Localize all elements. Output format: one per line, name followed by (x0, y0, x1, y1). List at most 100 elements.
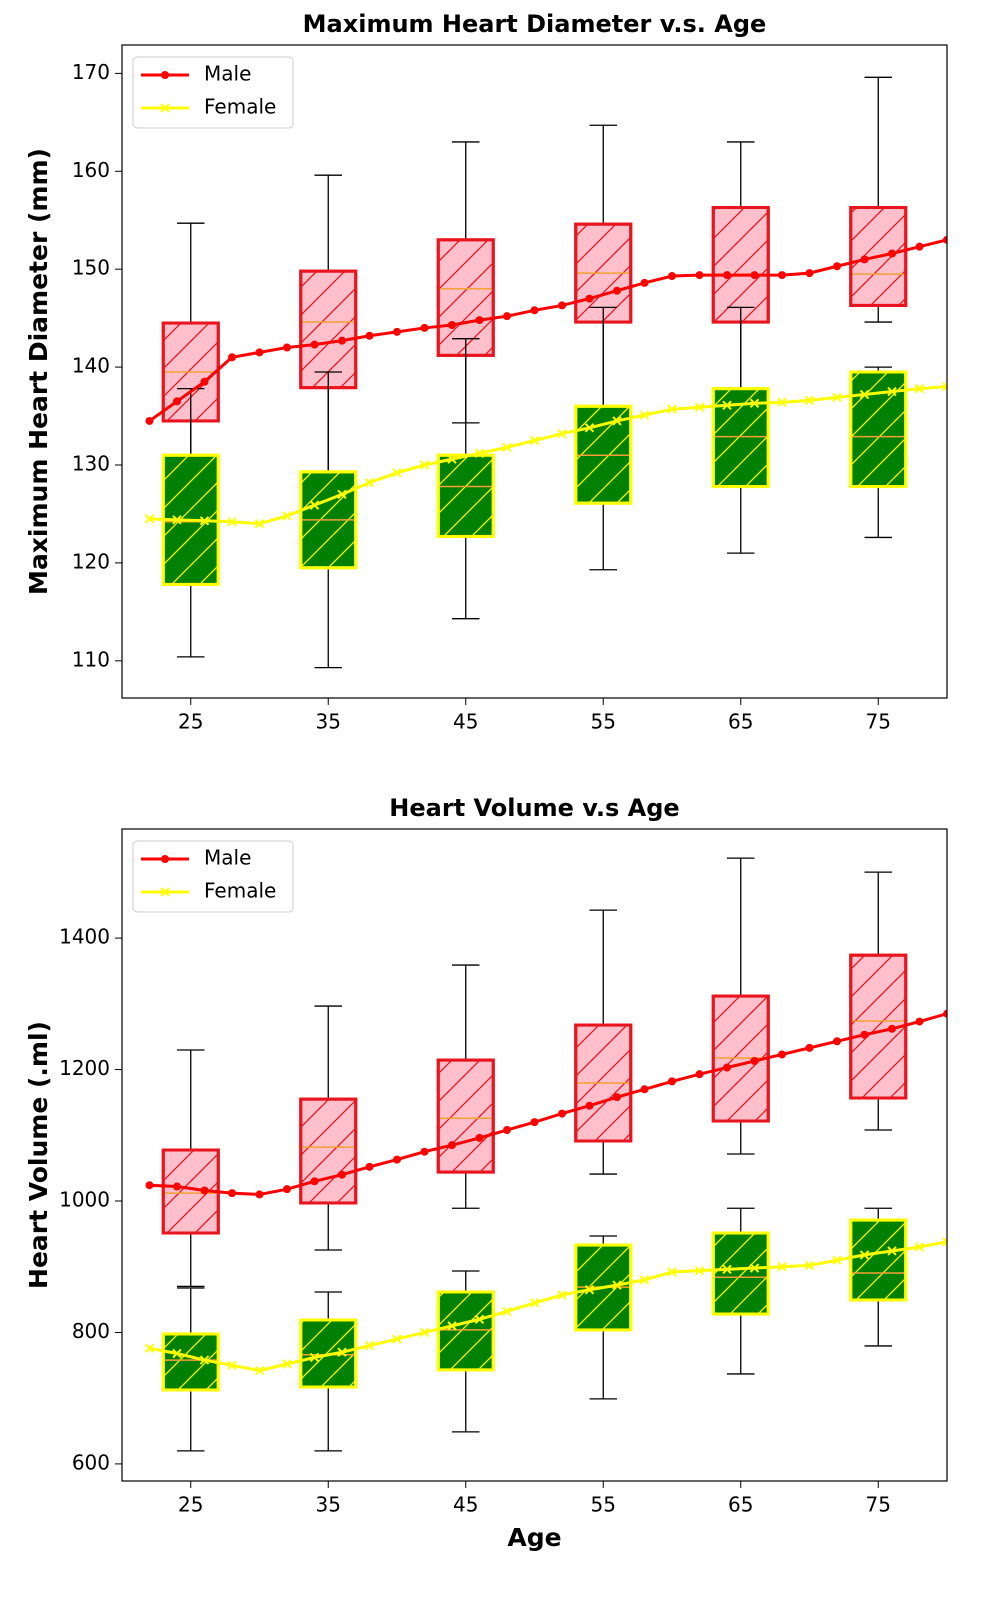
point (530, 306, 539, 315)
point (475, 316, 484, 325)
point (612, 416, 622, 426)
series-line (149, 1012, 947, 1196)
point (887, 1246, 897, 1256)
point (694, 1265, 705, 1276)
point (199, 1355, 210, 1365)
x-tick-label: 35 (316, 710, 341, 734)
point (722, 1264, 732, 1275)
point (612, 1280, 622, 1290)
box (849, 1218, 908, 1302)
point (200, 1186, 209, 1195)
point (888, 249, 896, 258)
point (667, 404, 677, 414)
point (778, 271, 786, 280)
axes-frame (121, 828, 948, 1482)
point (558, 1109, 566, 1118)
x-tick-label: 65 (728, 710, 753, 734)
point (915, 242, 924, 251)
point (392, 468, 402, 478)
point (144, 514, 155, 524)
y-tick-label: 120 (72, 549, 110, 573)
point (750, 1057, 759, 1066)
y-tick-label: 130 (72, 451, 110, 475)
box-outline (849, 1218, 908, 1302)
point (914, 383, 925, 394)
point (503, 312, 511, 321)
point (530, 1118, 539, 1127)
point (860, 255, 869, 264)
point (282, 511, 292, 521)
point (749, 1263, 760, 1273)
x-tick-label: 25 (178, 710, 203, 734)
point (915, 1017, 924, 1026)
point (365, 1162, 374, 1171)
point (503, 1126, 511, 1135)
y-tick-label: 110 (72, 647, 110, 671)
legend-label: Female (204, 879, 276, 903)
point (613, 1093, 621, 1102)
point (474, 1314, 485, 1325)
series-line (148, 238, 947, 423)
point (585, 1101, 594, 1110)
x-tick-label: 45 (453, 1493, 478, 1517)
point (283, 343, 291, 352)
point (448, 320, 456, 329)
box (711, 1231, 770, 1316)
box-outline (574, 1243, 633, 1332)
point (887, 386, 897, 397)
point (364, 1340, 375, 1351)
x-tick-label: 55 (591, 710, 616, 734)
box-outline (436, 1058, 495, 1174)
y-tick-label: 140 (72, 354, 110, 378)
point (173, 1182, 181, 1191)
box (849, 370, 908, 489)
point (640, 1085, 649, 1094)
point (585, 294, 594, 303)
point (419, 460, 430, 470)
point (832, 392, 842, 403)
point (420, 1147, 429, 1156)
point (255, 1190, 264, 1199)
box-outline (436, 1290, 495, 1372)
y-tick-label: 600 (72, 1450, 110, 1474)
box (436, 238, 495, 357)
point (393, 327, 401, 336)
point (695, 1070, 704, 1079)
point (338, 1170, 346, 1179)
point (228, 1189, 236, 1198)
point (777, 1262, 787, 1272)
y-tick-label: 170 (72, 60, 110, 84)
point (145, 1181, 154, 1190)
y-axis-label: Heart Volume (.ml) (24, 1021, 53, 1289)
x-tick-label: 75 (866, 710, 891, 734)
y-tick-label: 160 (72, 158, 110, 182)
point (310, 340, 319, 349)
chart-title: Heart Volume v.s Age (389, 794, 679, 822)
point (804, 1260, 815, 1271)
point (254, 1365, 265, 1376)
point (227, 517, 237, 527)
legend-label: Male (204, 62, 251, 86)
point (173, 397, 181, 406)
box (436, 1290, 495, 1372)
series-line (149, 1240, 947, 1373)
point (860, 1030, 869, 1039)
plot-area (144, 857, 947, 1452)
box (299, 1097, 358, 1205)
x-tick-label: 25 (178, 1493, 203, 1517)
box-outline (574, 404, 633, 505)
point (393, 1155, 401, 1164)
x-tick-label: 45 (453, 710, 478, 734)
point (694, 402, 705, 412)
box-outline (299, 470, 358, 570)
point (804, 395, 815, 406)
legend-marker (160, 887, 170, 897)
point (474, 448, 485, 458)
point (448, 1141, 456, 1150)
point (888, 1024, 896, 1033)
point (613, 286, 621, 295)
legend-label: Male (204, 846, 251, 870)
point (942, 1237, 947, 1247)
point (447, 454, 457, 464)
